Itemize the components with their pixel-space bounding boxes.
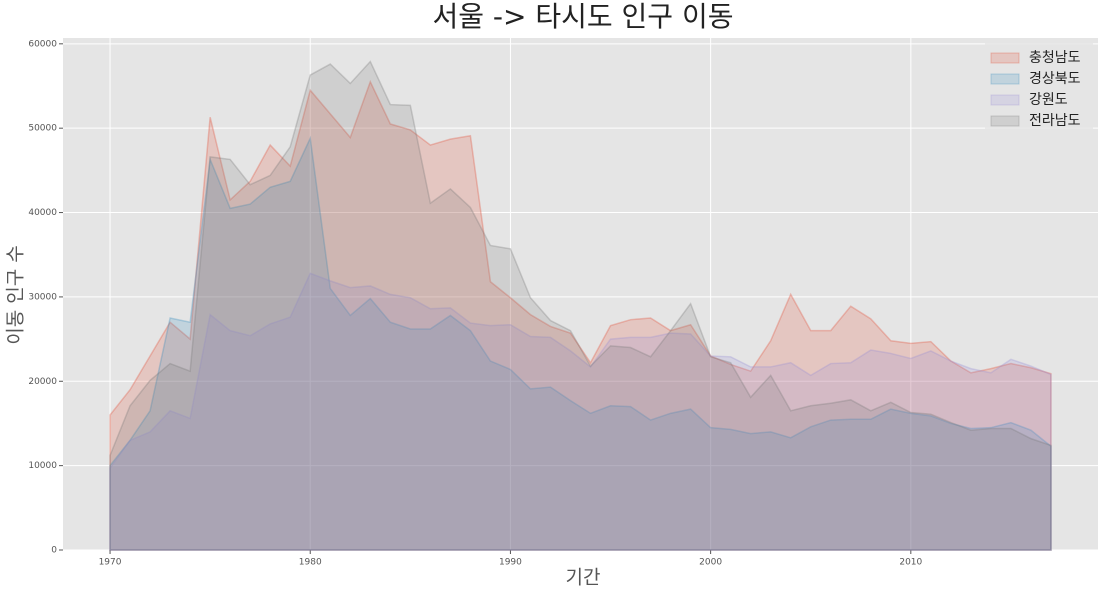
y-tick-label: 60000 [28,39,57,49]
legend-swatch [990,94,1020,106]
area [109,60,1052,551]
y-tick-label: 0 [51,546,57,556]
plot-background [63,38,1098,550]
legend-swatch [990,115,1020,127]
area [109,79,1052,551]
legend-label: 충청남도 [1029,50,1081,66]
x-tick-label: 2000 [699,558,722,568]
y-tick-label: 10000 [28,461,57,471]
legend-box [985,43,1093,139]
y-tick-label: 40000 [28,208,57,218]
y-axis-label: 이동 인구 수 [5,245,27,344]
x-tick-label: 1980 [299,558,322,568]
legend-label: 전라남도 [1029,113,1081,129]
area [109,135,1052,551]
legend-swatch [990,52,1020,64]
legend-swatch [990,73,1020,85]
area [109,272,1052,551]
chart-title: 서울 -> 타시도 인구 이동 [432,0,733,33]
x-axis-label: 기간 [566,567,601,589]
x-tick-label: 1970 [99,558,122,568]
y-tick-label: 30000 [28,292,57,302]
legend-label: 경상북도 [1029,71,1081,87]
y-tick-label: 50000 [28,124,57,134]
x-tick-label: 1990 [499,558,522,568]
y-tick-label: 20000 [28,377,57,387]
x-tick-label: 2010 [899,558,922,568]
legend-label: 강원도 [1029,92,1068,108]
